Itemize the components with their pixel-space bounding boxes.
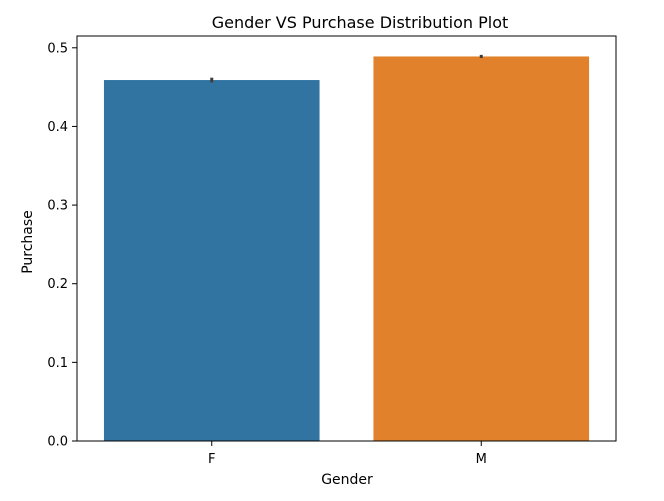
y-tick-label: 0.1 (47, 356, 68, 371)
y-axis-label: Purchase (20, 210, 36, 274)
bar-f (103, 80, 320, 442)
chart-title: Gender VS Purchase Distribution Plot (212, 13, 509, 32)
y-tick-label: 0.4 (47, 120, 68, 135)
y-tick-label: 0.3 (47, 199, 68, 214)
y-axis: 0.0 0.1 0.2 0.3 0.4 0.5 (47, 41, 77, 450)
x-tick-label-m: M (476, 452, 487, 467)
y-tick-label: 0.2 (47, 277, 68, 292)
bar-m (373, 56, 590, 442)
x-axis-label: Gender (321, 472, 373, 488)
plot-frame (76, 35, 617, 442)
x-tick-label-f: F (208, 452, 215, 467)
y-tick-label: 0.5 (47, 41, 68, 56)
error-bars-layer (210, 54, 483, 83)
y-tick-label: 0.0 (47, 435, 68, 450)
bars-layer (103, 56, 590, 442)
